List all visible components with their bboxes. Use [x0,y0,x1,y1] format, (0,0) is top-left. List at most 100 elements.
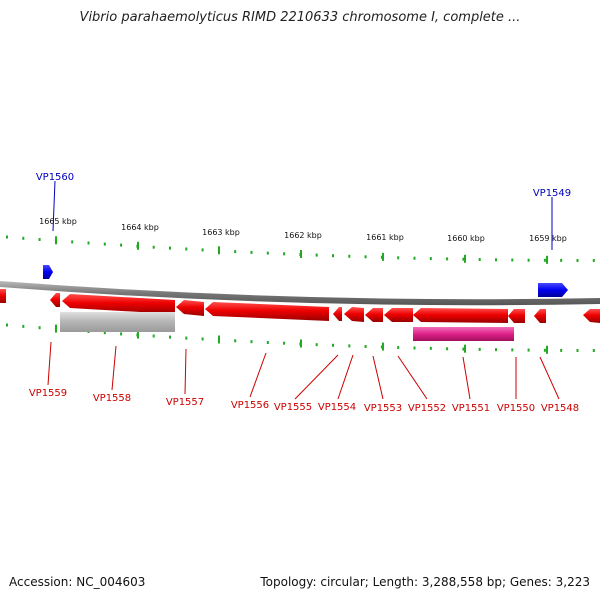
major-tick [546,345,548,354]
minor-tick [397,346,400,349]
accession-text: Accession: NC_004603 [9,575,146,589]
minor-tick [380,345,383,349]
label-vp1553[interactable]: VP1553 [364,403,402,414]
pink-feature[interactable] [413,327,514,341]
gene-vp1548[interactable] [534,309,546,323]
minor-tick [413,256,416,260]
minor-tick [266,251,269,255]
minor-tick [527,348,530,352]
minor-tick [22,324,25,328]
label-vp1560[interactable]: VP1560 [36,172,74,183]
minor-tick [592,259,595,262]
label-vp1559[interactable]: VP1559 [29,388,67,399]
gene-vp1553[interactable] [365,308,383,322]
label-vp1555[interactable]: VP1555 [274,402,312,413]
gene-vp1556[interactable] [205,302,329,321]
minor-tick [397,256,400,260]
gene-vp1549[interactable] [538,283,568,297]
label-vp1554[interactable]: VP1554 [318,402,356,413]
minor-tick [332,343,334,347]
minor-tick [201,337,204,341]
scale-label-1665: 1665 kbp [39,217,77,226]
chromosome-backbone [0,281,600,306]
minor-tick [446,257,449,261]
scale-label-1660: 1660 kbp [447,234,485,243]
minor-tick [120,243,123,247]
label-vp1550[interactable]: VP1550 [497,403,535,414]
minor-tick [38,326,41,330]
minor-tick [576,259,579,262]
major-tick [218,335,220,344]
forward-gene-labels: VP1560 VP1549 [36,172,571,250]
minor-tick [543,348,546,352]
leader-vp1560 [52,180,56,232]
gene-fragment-left[interactable] [0,289,6,303]
leader-vp1558 [111,345,117,391]
major-tick [300,339,302,348]
leader-vp1554 [337,354,354,400]
label-vp1549[interactable]: VP1549 [533,188,571,199]
label-vp1557[interactable]: VP1557 [166,397,204,408]
gene-vp1550[interactable] [508,309,525,323]
minor-tick [152,245,155,249]
minor-tick [364,255,367,259]
minor-tick [234,250,237,254]
gray-feature[interactable] [60,312,175,332]
label-vp1552[interactable]: VP1552 [408,403,446,414]
gene-vp1551[interactable] [413,308,508,323]
map-title: Vibrio parahaemolyticus RIMD 2210633 chr… [79,10,521,25]
leader-vp1551 [462,356,471,400]
minor-tick [332,254,334,258]
topology-text: Topology: circular; Length: 3,288,558 bp… [260,575,590,589]
minor-tick [429,257,432,261]
minor-tick [495,348,497,352]
minor-tick [6,323,8,327]
label-vp1558[interactable]: VP1558 [93,393,131,404]
minor-tick [103,331,106,335]
forward-genes [43,265,568,297]
minor-tick [511,348,514,352]
reverse-gene-labels: VP1559 VP1558 VP1557 VP1556 VP1555 VP155… [29,341,579,414]
leader-vp1552 [397,355,428,400]
major-tick [137,330,139,339]
minor-tick [560,258,563,262]
label-vp1556[interactable]: VP1556 [231,400,269,411]
minor-tick [71,240,74,244]
minor-tick [283,341,286,345]
gene-fragment-right[interactable] [583,309,600,323]
minor-tick [560,348,563,352]
reverse-genes [0,289,600,323]
gene-vp1552[interactable] [384,308,413,322]
minor-tick [429,346,432,350]
gene-vp1557[interactable] [176,300,204,316]
gene-vp1554[interactable] [344,307,364,322]
minor-tick [495,258,497,262]
minor-tick [201,248,204,252]
minor-tick [511,258,514,262]
major-tick [464,254,466,263]
minor-tick [6,235,8,239]
label-vp1551[interactable]: VP1551 [452,403,490,414]
minor-tick [315,343,318,347]
scale-label-1659: 1659 kbp [529,234,567,243]
gene-vp1560[interactable] [43,265,53,279]
minor-tick [185,247,188,251]
minor-tick [152,334,155,338]
gene-vp1558[interactable] [62,294,175,314]
minor-tick [169,246,171,250]
minor-tick [250,250,253,254]
gene-vp1555[interactable] [333,307,342,321]
major-tick [137,241,139,250]
minor-tick [87,241,90,245]
leader-vp1559 [47,341,52,386]
leader-vp1556 [249,352,267,398]
minor-tick [348,254,351,258]
scale-label-1661: 1661 kbp [366,233,404,242]
minor-tick [185,336,188,340]
minor-tick [478,347,481,351]
leader-vp1553 [372,355,384,400]
label-vp1548[interactable]: VP1548 [541,403,579,414]
gene-vp1559[interactable] [50,293,60,307]
major-tick [382,342,384,351]
